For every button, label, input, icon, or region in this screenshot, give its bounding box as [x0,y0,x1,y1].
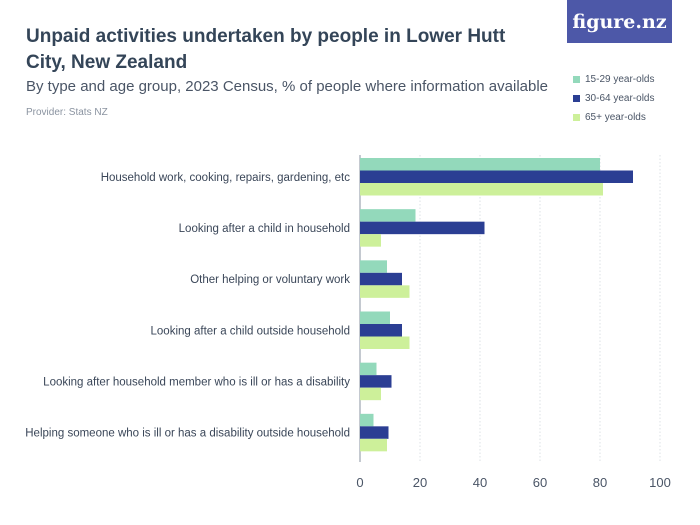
legend-label: 15-29 year-olds [585,74,655,85]
category-label: Other helping or voluntary work [190,274,350,286]
x-tick-label: 60 [533,475,547,490]
bar [360,285,410,298]
bar [360,209,416,222]
bar [360,324,402,337]
chart-title: Unpaid activities undertaken by people i… [26,26,506,73]
category-label: Helping someone who is ill or has a disa… [25,428,350,440]
legend-swatch [573,114,580,121]
x-tick-label: 80 [593,475,607,490]
legend: 15-29 year-olds 30-64 year-olds 65+ year… [573,70,654,127]
bar [360,170,633,183]
bar [360,375,392,388]
bar [360,413,374,427]
x-tick-label: 100 [649,475,671,490]
bar [360,158,600,171]
category-label: Household work, cooking, repairs, garden… [101,172,351,184]
bar [360,387,381,401]
x-tick-label: 20 [413,475,427,490]
legend-item: 65+ year-olds [573,108,654,127]
provider-note: Provider: Stats NZ [26,107,108,118]
bar [360,426,389,439]
x-tick-label: 0 [356,475,363,490]
bar [360,260,387,273]
figure-nz-logo[interactable]: figure.nz [567,0,672,43]
x-tick-label: 40 [473,475,487,490]
bar [360,234,381,247]
bar [360,336,410,349]
legend-label: 65+ year-olds [585,112,646,123]
category-label: Looking after a child in household [179,223,350,235]
category-label: Looking after household member who is il… [43,376,350,388]
bar [360,221,485,235]
legend-label: 30-64 year-olds [585,93,655,104]
bar [360,183,603,196]
bar [360,272,402,286]
bar [360,438,387,452]
bar [360,362,377,376]
legend-swatch [573,76,580,83]
bar [360,311,390,324]
legend-swatch [573,95,580,102]
legend-item: 30-64 year-olds [573,89,654,108]
chart-subtitle: By type and age group, 2023 Census, % of… [26,78,549,95]
legend-item: 15-29 year-olds [573,70,654,89]
category-label: Looking after a child outside household [151,325,350,337]
